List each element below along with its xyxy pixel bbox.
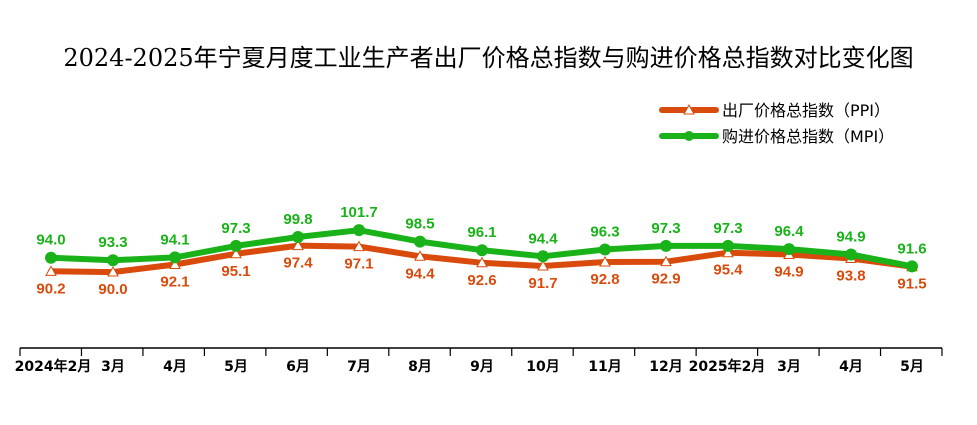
data-label: 91.7 — [528, 275, 557, 292]
mpi-point — [599, 243, 611, 256]
mpi-point — [476, 244, 488, 257]
x-tick-label: 3月 — [101, 359, 125, 375]
mpi-point — [353, 224, 365, 237]
data-label: 95.4 — [713, 262, 743, 279]
data-label: 97.3 — [651, 220, 680, 237]
x-tick-label: 12月 — [649, 359, 682, 375]
ppi-point — [414, 250, 426, 261]
x-tick-label: 4月 — [163, 359, 187, 375]
mpi-point — [230, 239, 242, 252]
ppi-point — [599, 256, 611, 267]
data-label: 97.3 — [221, 220, 250, 237]
ppi-point — [660, 255, 672, 267]
mpi-point — [845, 248, 857, 261]
ppi-point — [107, 266, 119, 277]
data-label: 99.8 — [283, 211, 312, 228]
data-label: 92.1 — [160, 274, 189, 291]
data-label: 91.6 — [897, 240, 926, 257]
data-label-layer: 90.2 90.0 92.1 95.1 97.4 97.1 94.4 92.6 91.7 92.8… — [36, 204, 926, 298]
legend-label: 出厂价格总指数（PPI） — [722, 101, 890, 120]
x-tick-label: 10月 — [526, 359, 559, 375]
mpi-point — [537, 250, 549, 263]
mpi-point — [722, 239, 734, 252]
x-tick-label: 8月 — [408, 359, 432, 375]
x-tick-label: 6月 — [286, 359, 310, 375]
x-tick-label: 2024年2月 — [15, 358, 92, 375]
data-label: 94.9 — [774, 264, 803, 281]
data-label: 92.6 — [467, 272, 496, 289]
mpi-point — [783, 243, 795, 256]
data-label: 94.9 — [836, 229, 865, 246]
data-label: 94.1 — [160, 231, 189, 248]
x-tick-label: 2025年2月 — [689, 358, 766, 375]
data-label: 101.7 — [340, 204, 378, 221]
data-label: 92.9 — [651, 271, 680, 288]
data-label: 96.4 — [774, 223, 804, 240]
legend-label: 购进价格总指数（MPI） — [722, 127, 894, 146]
ppi-point — [537, 259, 549, 271]
data-label: 91.5 — [897, 276, 926, 293]
legend-item: 出厂价格总指数（PPI） — [659, 101, 890, 120]
mpi-point — [906, 260, 918, 273]
mpi-point — [45, 251, 57, 264]
x-tick-label: 3月 — [777, 359, 801, 375]
mpi-point — [292, 230, 304, 243]
data-label: 95.1 — [221, 263, 250, 280]
legend-marker — [684, 131, 694, 141]
legend-item: 购进价格总指数（MPI） — [659, 127, 894, 146]
mpi-point — [660, 239, 672, 252]
chart-title: 2024-2025年宁夏月度工业生产者出厂价格总指数与购进价格总指数对比变化图 — [63, 44, 914, 72]
x-tick-label: 9月 — [470, 359, 494, 375]
ppi-point — [476, 256, 488, 268]
x-tick-label: 11月 — [588, 359, 621, 375]
ppi-point — [292, 239, 304, 251]
data-label: 96.3 — [590, 224, 619, 241]
series-layer — [45, 224, 918, 277]
data-label: 93.3 — [98, 234, 127, 251]
legend-marker — [683, 103, 695, 115]
legend: 出厂价格总指数（PPI） 购进价格总指数（MPI） — [659, 101, 894, 146]
mpi-point — [169, 251, 181, 264]
data-label: 94.0 — [36, 232, 65, 249]
data-label: 94.4 — [528, 230, 558, 247]
ppi-point — [353, 240, 365, 252]
ppi-point — [722, 246, 734, 258]
data-label: 90.0 — [98, 281, 127, 298]
mpi-point — [107, 254, 119, 267]
x-tick-label: 4月 — [839, 359, 863, 375]
data-label: 98.5 — [405, 216, 434, 233]
data-label: 97.3 — [713, 220, 742, 237]
x-tick-label: 5月 — [224, 359, 248, 375]
data-label: 96.1 — [467, 224, 496, 241]
x-axis: 2024年2月 3月 4月 5月 6月 7月 8月 9月 10月 11月 12月 2025年2月 3月 4… — [15, 347, 943, 375]
ppi-point — [45, 265, 57, 276]
x-tick-label: 5月 — [900, 359, 924, 375]
data-label: 97.1 — [344, 256, 373, 273]
data-label: 94.4 — [405, 265, 435, 282]
ppi-point — [169, 258, 181, 270]
x-tick-label: 7月 — [347, 359, 371, 375]
mpi-point — [414, 235, 426, 248]
ppi-point — [230, 247, 242, 259]
data-label: 90.2 — [36, 280, 65, 297]
data-label: 97.4 — [283, 255, 313, 272]
data-label: 92.8 — [590, 271, 619, 288]
data-label: 93.8 — [836, 267, 865, 284]
